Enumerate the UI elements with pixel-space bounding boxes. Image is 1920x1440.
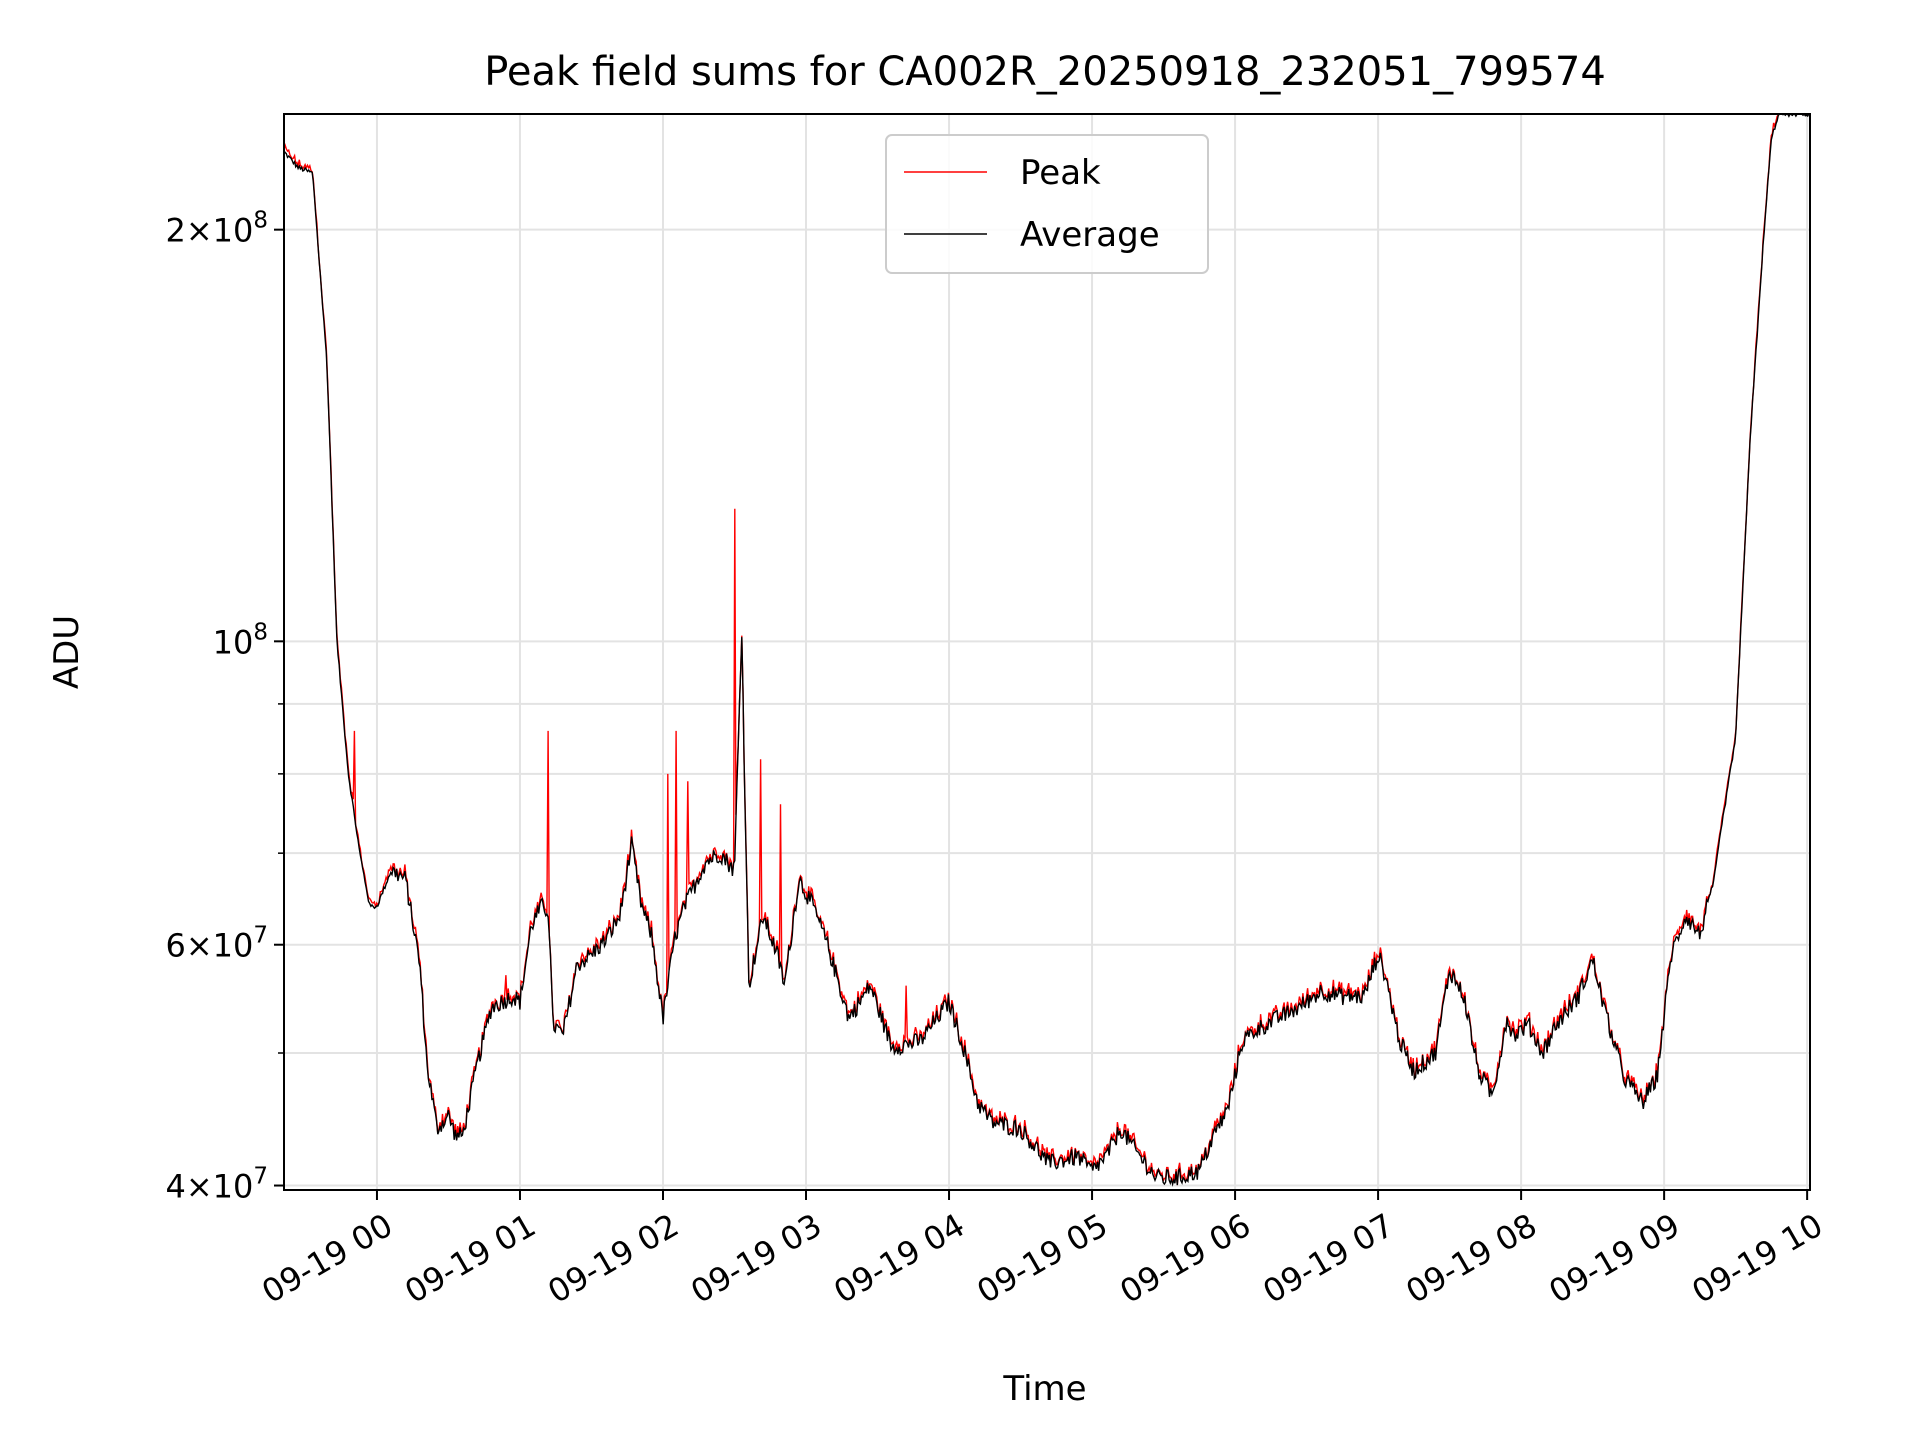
average-series-line — [283, 112, 1811, 1187]
legend-peak-label: Peak — [1020, 153, 1101, 193]
grid-lines — [284, 114, 1810, 1190]
legend: Peak Average — [885, 134, 1209, 274]
y-axis-label: ADU — [47, 615, 87, 689]
y-tick-label: 108 — [213, 619, 268, 661]
y-tick-label: 4×107 — [165, 1164, 268, 1206]
chart-title: Peak field sums for CA002R_20250918_2320… — [484, 49, 1606, 95]
plot-frame — [283, 113, 1811, 1191]
x-axis-label: Time — [1002, 1369, 1086, 1409]
series-layer — [283, 112, 1811, 1187]
legend-box — [885, 134, 1209, 274]
y-tick-label: 6×107 — [165, 923, 268, 965]
legend-average-label: Average — [1020, 215, 1160, 255]
y-axis-ticks: 4×107 6×107 108 2×108 — [165, 208, 284, 1206]
y-tick-label: 2×108 — [165, 208, 268, 250]
